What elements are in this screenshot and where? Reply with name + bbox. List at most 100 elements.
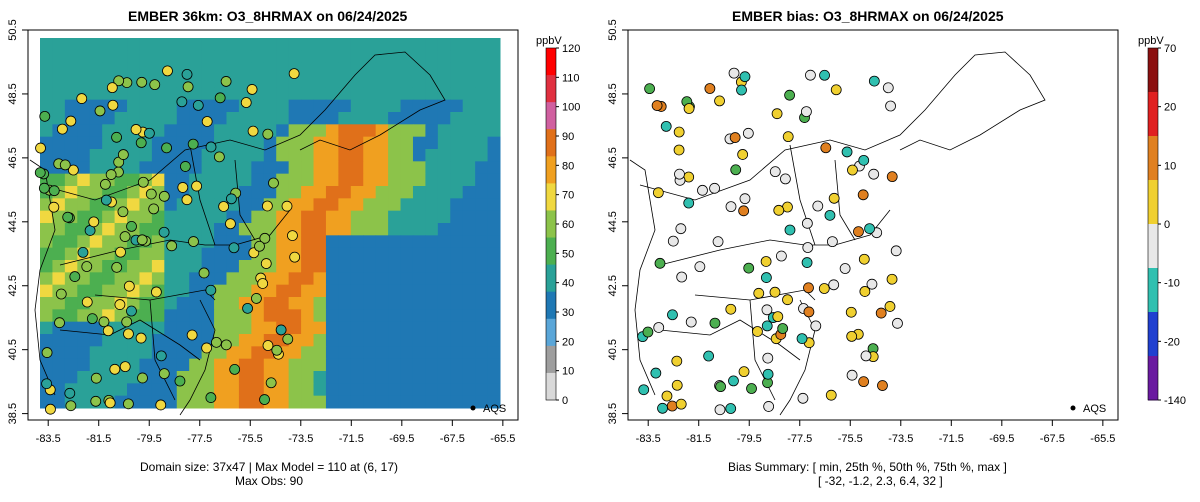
obs-marker	[246, 84, 258, 95]
field-cell	[139, 321, 153, 335]
field-cell	[288, 50, 302, 64]
field-cell	[77, 334, 91, 347]
field-cell	[276, 136, 290, 150]
field-cell	[263, 309, 277, 323]
field-cell	[89, 334, 103, 347]
field-cell	[363, 309, 377, 323]
field-cell	[64, 247, 78, 261]
field-cell	[437, 149, 451, 162]
field-cell	[114, 50, 128, 64]
field-cell	[325, 223, 339, 236]
obs-marker	[81, 261, 93, 272]
field-cell	[263, 99, 277, 113]
obs-marker	[226, 193, 237, 205]
field-cell	[350, 371, 364, 384]
obs-marker	[54, 317, 65, 329]
field-cell	[164, 346, 178, 360]
field-cell	[263, 75, 277, 88]
obs-marker	[763, 401, 775, 412]
field-cell	[89, 383, 103, 397]
field-cell	[201, 173, 215, 187]
field-cell	[462, 395, 476, 409]
x-tick-label: -69.5	[389, 433, 414, 445]
field-cell	[363, 235, 377, 249]
field-cell	[40, 50, 53, 64]
field-cell	[238, 75, 252, 88]
field-cell	[388, 383, 402, 397]
field-cell	[450, 395, 464, 409]
field-cell	[462, 112, 476, 125]
field-cell	[350, 235, 364, 249]
field-cell	[288, 272, 302, 286]
colorbar-tick-label: 90	[562, 131, 574, 143]
obs-marker	[148, 203, 160, 215]
field-cell	[114, 38, 128, 51]
field-cell	[139, 87, 153, 101]
field-cell	[52, 50, 66, 64]
field-cell	[363, 321, 377, 335]
field-cell	[425, 87, 439, 101]
obs-marker	[858, 253, 870, 265]
obs-marker	[769, 166, 781, 178]
field-cell	[375, 87, 389, 101]
field-cell	[487, 272, 501, 286]
field-cell	[139, 62, 153, 76]
field-cell	[350, 260, 364, 273]
field-cell	[139, 210, 153, 224]
field-cell	[102, 284, 116, 298]
obs-marker	[211, 336, 222, 348]
obs-marker	[102, 325, 114, 337]
field-cell	[89, 198, 103, 212]
obs-marker	[67, 164, 79, 176]
field-cell	[400, 75, 414, 88]
field-cell	[363, 149, 377, 162]
field-cell	[301, 210, 315, 224]
colorbar-segment	[546, 129, 556, 157]
field-cell	[475, 223, 489, 236]
field-cell	[313, 161, 327, 175]
field-cell	[102, 149, 116, 162]
field-cell	[412, 62, 426, 76]
left-x-axis: -83.5 -81.5 -79.5 -77.5 -75.5 -73.5 -71.5 -69.5…	[36, 420, 515, 445]
field-cell	[363, 247, 377, 261]
field-cell	[214, 112, 227, 125]
field-cell	[238, 334, 252, 347]
field-cell	[226, 346, 240, 360]
field-cell	[226, 50, 240, 64]
field-cell	[301, 272, 315, 286]
obs-marker	[703, 350, 715, 362]
field-cell	[437, 383, 451, 397]
field-cell	[412, 87, 426, 101]
field-cell	[462, 272, 476, 286]
field-cell	[251, 186, 265, 199]
colorbar-segment	[546, 75, 556, 103]
field-cell	[475, 186, 489, 199]
field-cell	[238, 247, 252, 261]
field-cell	[325, 149, 339, 162]
field-cell	[288, 99, 302, 113]
field-cell	[350, 223, 364, 236]
field-cell	[251, 223, 265, 236]
obs-marker	[725, 201, 737, 213]
obs-marker	[644, 83, 656, 95]
field-cell	[450, 297, 464, 310]
field-cell	[400, 50, 414, 64]
field-cell	[251, 309, 265, 323]
field-cell	[276, 371, 290, 384]
field-cell	[263, 284, 277, 298]
field-cell	[102, 38, 116, 51]
obs-marker	[143, 127, 155, 139]
field-cell	[412, 247, 426, 261]
field-cell	[450, 112, 464, 125]
field-cell	[363, 395, 377, 409]
colorbar-segment	[546, 156, 556, 184]
field-cell	[388, 223, 402, 236]
colorbar-tick-label: 120	[562, 43, 580, 55]
obs-marker	[262, 340, 274, 351]
field-cell	[450, 260, 464, 273]
colorbar-tick-label: 40	[562, 278, 574, 290]
field-cell	[412, 284, 426, 298]
field-cell	[412, 223, 426, 236]
field-cell	[450, 358, 464, 372]
field-cell	[52, 260, 66, 273]
